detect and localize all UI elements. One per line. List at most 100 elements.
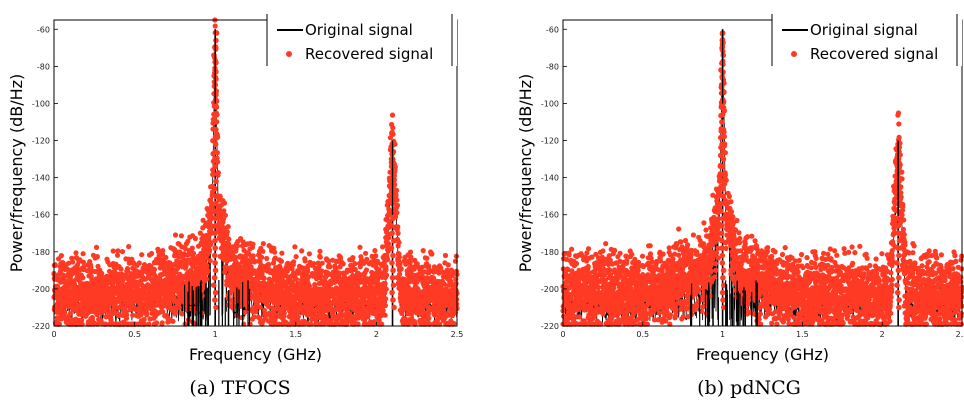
recovered-signal-point xyxy=(95,263,101,269)
recovered-signal-peak-point xyxy=(212,134,219,140)
recovered-signal-peak-point xyxy=(212,163,219,170)
recovered-signal-point xyxy=(295,314,301,320)
recovered-signal-point xyxy=(585,263,591,270)
recovered-signal-peak-point xyxy=(390,171,397,177)
x-tick-label: 2.5 xyxy=(451,330,464,339)
recovered-signal-point xyxy=(380,308,386,314)
recovered-signal-point xyxy=(291,259,297,265)
recovered-signal-point xyxy=(278,258,285,264)
recovered-signal-peak-point xyxy=(389,260,395,266)
recovered-signal-point xyxy=(160,248,166,254)
recovered-signal-point xyxy=(71,281,78,287)
recovered-signal-point xyxy=(382,312,388,318)
panel-caption: (a) TFOCS xyxy=(189,377,290,399)
recovered-signal-point xyxy=(52,262,58,268)
recovered-signal-point xyxy=(453,280,459,287)
recovered-signal-point xyxy=(372,248,378,254)
recovered-signal-point xyxy=(617,250,623,256)
recovered-signal-peak-point xyxy=(213,193,219,199)
recovered-signal-peak-point xyxy=(213,59,219,66)
recovered-signal-point xyxy=(260,241,266,247)
recovered-signal-point xyxy=(172,310,178,316)
recovered-signal-point xyxy=(253,309,259,315)
recovered-signal-point xyxy=(382,280,388,287)
recovered-signal-peak-point xyxy=(212,119,219,125)
recovered-signal-point xyxy=(148,263,154,269)
x-tick-label: 1 xyxy=(213,330,218,339)
recovered-signal-peak-point xyxy=(212,223,219,229)
recovered-signal-point xyxy=(612,247,618,253)
recovered-signal-peak-point xyxy=(212,245,219,251)
recovered-signal-peak-point xyxy=(211,252,218,259)
recovered-signal-point xyxy=(176,305,182,311)
recovered-signal-point xyxy=(225,224,231,230)
recovered-signal-point xyxy=(58,253,64,259)
recovered-signal-point xyxy=(603,241,609,247)
recovered-signal-point xyxy=(73,250,79,256)
recovered-signal-point xyxy=(239,315,245,321)
recovered-signal-point xyxy=(79,321,85,327)
recovered-signal-point xyxy=(61,308,68,315)
y-tick-label: -60 xyxy=(37,25,50,34)
recovered-signal-point xyxy=(600,311,606,317)
recovered-signal-peak-point xyxy=(212,289,219,296)
legend-recovered-swatch xyxy=(286,51,292,57)
recovered-signal-point xyxy=(119,249,126,255)
recovered-signal-point xyxy=(170,318,176,324)
recovered-signal-point xyxy=(222,212,228,218)
recovered-signal-point xyxy=(397,271,403,277)
recovered-signal-point xyxy=(89,314,95,321)
recovered-signal-point xyxy=(445,262,451,268)
recovered-signal-point xyxy=(395,224,401,230)
recovered-signal-peak-point xyxy=(388,245,395,251)
recovered-signal-point xyxy=(80,251,86,257)
recovered-signal-point xyxy=(123,312,130,318)
recovered-signal-point xyxy=(264,255,270,262)
recovered-signal-point xyxy=(259,254,265,260)
recovered-signal-point xyxy=(561,251,567,257)
recovered-signal-peak-point xyxy=(391,304,397,311)
recovered-signal-point xyxy=(407,249,414,255)
recovered-signal-point xyxy=(207,258,213,264)
recovered-signal-peak-point xyxy=(212,267,219,274)
recovered-signal-point xyxy=(317,248,323,254)
recovered-signal-point xyxy=(215,170,221,176)
recovered-signal-point xyxy=(139,252,145,258)
recovered-signal-peak-point xyxy=(212,260,218,266)
recovered-signal-point xyxy=(207,247,213,253)
recovered-signal-point xyxy=(373,253,379,259)
recovered-signal-point xyxy=(611,285,617,291)
recovered-signal-point xyxy=(141,321,148,327)
recovered-signal-point xyxy=(154,320,160,326)
legend-recovered-label: Recovered signal xyxy=(305,45,433,63)
recovered-signal-peak-point xyxy=(389,230,395,237)
recovered-signal-point xyxy=(178,233,184,239)
recovered-signal-peak-point xyxy=(213,104,220,110)
recovered-signal-point xyxy=(647,243,653,249)
recovered-signal-point xyxy=(595,285,601,291)
recovered-signal-point xyxy=(317,254,323,260)
recovered-signal-point xyxy=(159,320,165,326)
recovered-signal-point xyxy=(151,266,157,272)
y-tick-label: -140 xyxy=(32,174,50,183)
recovered-signal-point xyxy=(132,306,138,312)
recovered-signal-point xyxy=(192,235,198,242)
series-recovered-signal xyxy=(560,30,964,327)
recovered-signal-point xyxy=(390,125,396,131)
recovered-signal-peak-point xyxy=(212,185,218,192)
recovered-signal-point xyxy=(624,258,630,264)
recovered-signal-point xyxy=(585,246,592,252)
recovered-signal-point xyxy=(230,305,236,311)
recovered-signal-point xyxy=(281,310,287,316)
recovered-signal-point xyxy=(436,270,442,276)
x-tick-label: 0 xyxy=(51,330,56,339)
recovered-signal-point xyxy=(272,249,278,255)
recovered-signal-peak-point xyxy=(212,141,219,148)
recovered-signal-peak-point xyxy=(212,111,219,118)
chart-panel-2: 00.511.522.5-60-80-100-120-140-160-180-2… xyxy=(516,14,964,399)
recovered-signal-point xyxy=(203,276,210,282)
recovered-signal-point xyxy=(190,250,197,256)
recovered-signal-peak-point xyxy=(388,163,395,170)
